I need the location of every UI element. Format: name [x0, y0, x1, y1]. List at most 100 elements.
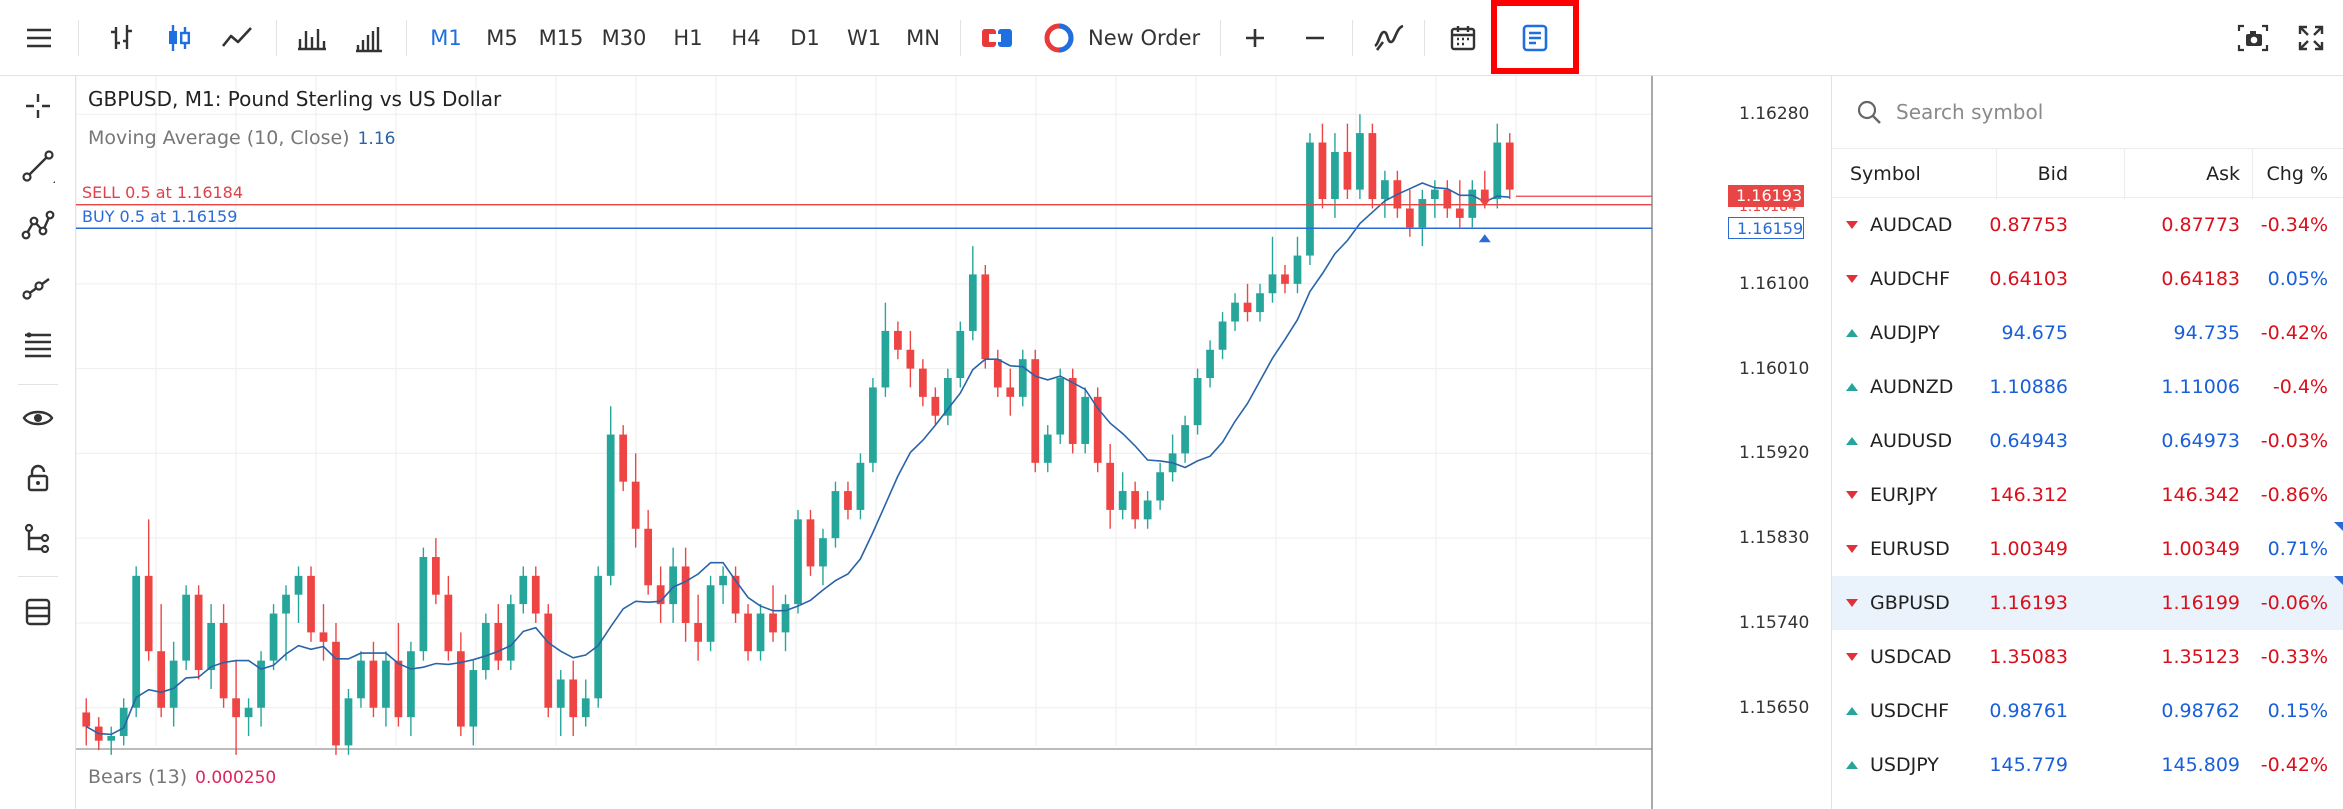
new-order-button[interactable]: New Order — [1044, 0, 1214, 76]
candle-body — [756, 613, 765, 652]
fullscreen-icon[interactable] — [2286, 0, 2336, 76]
candle-body — [144, 575, 153, 652]
candle-body — [968, 274, 977, 331]
candlestick-icon[interactable] — [154, 0, 204, 76]
candle-body — [419, 557, 428, 652]
timeframe-h4[interactable]: H4 — [718, 0, 774, 76]
menu-icon[interactable] — [14, 0, 64, 76]
indicators-icon[interactable] — [1364, 0, 1414, 76]
ask-column-header[interactable]: Ask — [2206, 163, 2240, 185]
candle-body — [456, 651, 465, 727]
arrow-down-icon — [1846, 221, 1858, 229]
layers-icon[interactable] — [0, 584, 76, 640]
trendline-icon[interactable] — [0, 138, 76, 194]
timeframe-w1[interactable]: W1 — [836, 0, 892, 76]
candle-body — [644, 528, 653, 586]
symbol-row[interactable]: AUDUSD 0.64943 0.64973 -0.03% — [1832, 414, 2343, 468]
symbol-row[interactable]: GBPUSD 1.16193 1.16199 -0.06% — [1832, 576, 2343, 630]
eye-icon[interactable] — [0, 390, 76, 446]
symbol-row[interactable]: USDJPY 145.779 145.809 -0.42% — [1832, 738, 2343, 792]
timeframe-m5[interactable]: M5 — [474, 0, 530, 76]
screenshot-icon[interactable] — [2228, 0, 2278, 76]
object-tree-icon[interactable] — [0, 510, 76, 566]
candle-body — [719, 575, 727, 586]
candle-body — [631, 481, 640, 529]
candle-body — [219, 622, 228, 699]
candle-body — [344, 698, 353, 746]
candle-body — [1318, 142, 1327, 200]
timeframe-label: H1 — [673, 26, 703, 50]
line-chart-icon[interactable] — [212, 0, 262, 76]
arrow-up-icon — [1846, 383, 1858, 391]
bid-price: 1.00349 — [1989, 538, 2068, 560]
price-chart[interactable]: GBPUSD, M1: Pound Sterling vs US Dollar … — [76, 76, 1809, 809]
symbol-column-header[interactable]: Symbol — [1850, 163, 1921, 185]
symbol-row[interactable]: EURJPY 146.312 146.342 -0.86% — [1832, 468, 2343, 522]
buy-marker — [1478, 234, 1491, 243]
symbol-row[interactable]: AUDCAD 0.87753 0.87773 -0.34% — [1832, 198, 2343, 252]
bid-column-header[interactable]: Bid — [2037, 163, 2068, 185]
ray-icon[interactable] — [0, 258, 76, 314]
arrow-up-icon — [1846, 761, 1858, 769]
chart-canvas[interactable] — [76, 76, 1728, 809]
symbol-row[interactable]: AUDCHF 0.64103 0.64183 0.05% — [1832, 252, 2343, 306]
fibonacci-icon[interactable] — [0, 318, 76, 374]
candle-body — [432, 557, 440, 595]
candle-body — [1006, 387, 1015, 397]
multi-point-line-icon[interactable] — [0, 198, 76, 254]
zoom-out-icon[interactable] — [1290, 0, 1340, 76]
symbol-row[interactable]: AUDJPY 94.675 94.735 -0.42% — [1832, 306, 2343, 360]
lock-icon[interactable] — [0, 450, 76, 506]
symbol-name: AUDCAD — [1870, 214, 1953, 236]
symbol-name: USDJPY — [1870, 754, 1939, 776]
candle-body — [706, 585, 715, 642]
ask-price: 0.98762 — [2161, 700, 2240, 722]
bears-power-value: 0.000250 — [195, 768, 277, 788]
timeframe-label: H4 — [731, 26, 761, 50]
change-percent: 0.15% — [2267, 700, 2328, 722]
timeframe-m15[interactable]: M15 — [533, 0, 589, 76]
candle-body — [1356, 133, 1364, 190]
symbol-row[interactable]: USDCHF 0.98761 0.98762 0.15% — [1832, 684, 2343, 738]
change-column-header[interactable]: Chg % — [2266, 163, 2328, 185]
bears-power-legend[interactable]: Bears (13) 0.000250 — [88, 766, 276, 788]
change-percent: -0.03% — [2260, 430, 2328, 452]
search-input[interactable] — [1896, 100, 2276, 124]
bid-price: 0.64943 — [1989, 430, 2068, 452]
change-percent: -0.34% — [2260, 214, 2328, 236]
timeframe-mn[interactable]: MN — [895, 0, 951, 76]
moving-average-legend[interactable]: Moving Average (10, Close) 1.16 — [88, 127, 395, 149]
candle-body — [981, 274, 990, 360]
bid-price: 0.64103 — [1989, 268, 2068, 290]
timeframe-m1[interactable]: M1 — [418, 0, 474, 76]
candle-body — [581, 698, 590, 718]
timeframe-d1[interactable]: D1 — [777, 0, 833, 76]
volume-bars-icon[interactable] — [286, 0, 336, 76]
calendar-icon[interactable] — [1438, 0, 1488, 76]
symbol-search[interactable] — [1832, 76, 2343, 148]
crosshair-icon[interactable] — [0, 78, 76, 134]
timeframe-m30[interactable]: M30 — [596, 0, 652, 76]
symbol-name: EURJPY — [1870, 484, 1938, 506]
top-toolbar: M1 M5 M15 M30 H1 H4 D1 W1 MN New Order — [0, 0, 2343, 76]
candle-body — [769, 613, 777, 633]
symbol-row[interactable]: AUDNZD 1.10886 1.11006 -0.4% — [1832, 360, 2343, 414]
sell-position-label[interactable]: SELL 0.5 at 1.16184 — [82, 182, 244, 202]
timeframe-h1[interactable]: H1 — [660, 0, 716, 76]
candle-body — [794, 519, 802, 605]
buy-position-label[interactable]: BUY 0.5 at 1.16159 — [82, 207, 238, 227]
highlight-box — [1491, 0, 1579, 74]
one-click-trading-icon[interactable] — [972, 0, 1022, 76]
change-flag-icon — [2334, 522, 2343, 532]
zoom-in-icon[interactable] — [1230, 0, 1280, 76]
symbol-row[interactable]: EURUSD 1.00349 1.00349 0.71% — [1832, 522, 2343, 576]
candle-body — [82, 712, 91, 727]
bid-price: 1.35083 — [1989, 646, 2068, 668]
order-book-icon[interactable] — [1510, 0, 1560, 76]
sell-price-tag: 1.16193 — [1728, 185, 1804, 208]
symbol-row[interactable]: USDCAD 1.35083 1.35123 -0.33% — [1832, 630, 2343, 684]
timeframe-label: M15 — [538, 26, 584, 50]
tick-chart-icon[interactable] — [344, 0, 394, 76]
bar-chart-icon[interactable] — [96, 0, 146, 76]
moving-average-value: 1.16 — [357, 129, 396, 149]
